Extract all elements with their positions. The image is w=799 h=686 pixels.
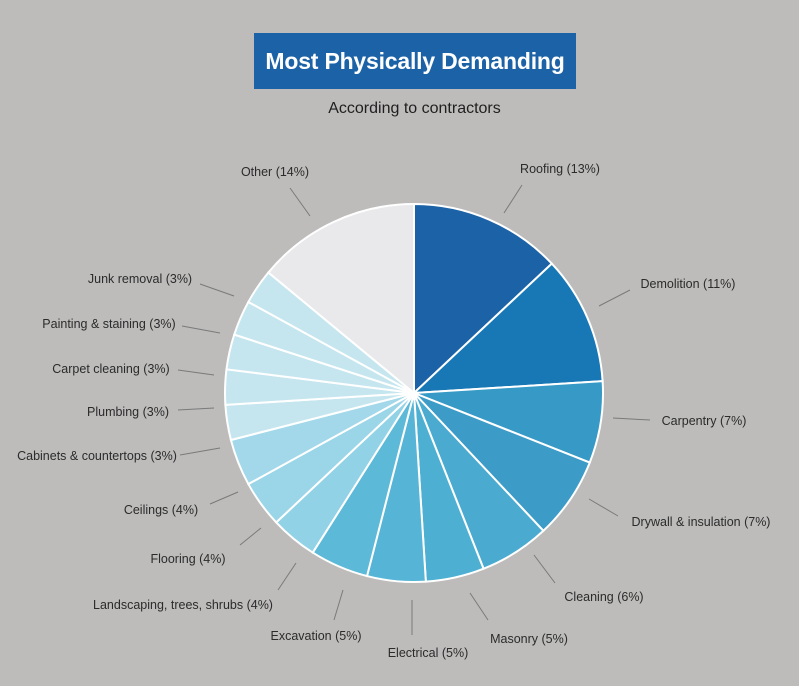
slice-label: Painting & staining (3%) (42, 317, 175, 331)
slice-label: Roofing (13%) (520, 162, 600, 176)
slice-label: Other (14%) (241, 165, 309, 179)
leader-line (181, 325, 221, 334)
slice-label: Masonry (5%) (490, 632, 568, 646)
slice-label: Electrical (5%) (388, 646, 469, 660)
leader-line (533, 554, 556, 584)
leader-line (469, 592, 489, 621)
slice-label: Cabinets & countertops (3%) (17, 449, 177, 463)
leader-line (277, 562, 297, 591)
leader-line (503, 184, 523, 214)
leader-line (239, 527, 262, 546)
slice-label: Carpentry (7%) (662, 414, 747, 428)
slice-label: Cleaning (6%) (564, 590, 643, 604)
leader-line (588, 498, 619, 517)
pie-slices (224, 202, 604, 583)
chart-title-box: Most Physically Demanding (254, 33, 576, 89)
chart-title: Most Physically Demanding (265, 47, 565, 74)
pie-slice (411, 262, 604, 395)
slice-label: Junk removal (3%) (88, 272, 192, 286)
slice-label: Flooring (4%) (150, 552, 225, 566)
leader-line (177, 369, 215, 376)
leader-line (612, 417, 651, 421)
slice-label: Demolition (11%) (641, 277, 736, 291)
slice-label: Plumbing (3%) (87, 405, 169, 419)
leader-line (333, 589, 344, 621)
pie-slice (413, 202, 554, 396)
slice-label: Excavation (5%) (270, 629, 361, 643)
slice-label: Landscaping, trees, shrubs (4%) (93, 598, 273, 612)
slice-label: Drywall & insulation (7%) (632, 515, 771, 529)
leader-line (179, 447, 221, 456)
slice-labels: Roofing (13%) Demolition (11%) Carpentry (… (17, 162, 770, 660)
chart-subtitle: According to contractors (328, 100, 501, 117)
leader-line (199, 283, 235, 297)
leader-line (177, 407, 215, 411)
slice-label: Carpet cleaning (3%) (52, 362, 169, 376)
slice-label: Ceilings (4%) (124, 503, 198, 517)
pie-slice (266, 202, 415, 396)
leader-line (209, 491, 239, 505)
leader-line (598, 289, 631, 307)
leader-line (289, 187, 311, 217)
leader-lines (177, 184, 651, 635)
